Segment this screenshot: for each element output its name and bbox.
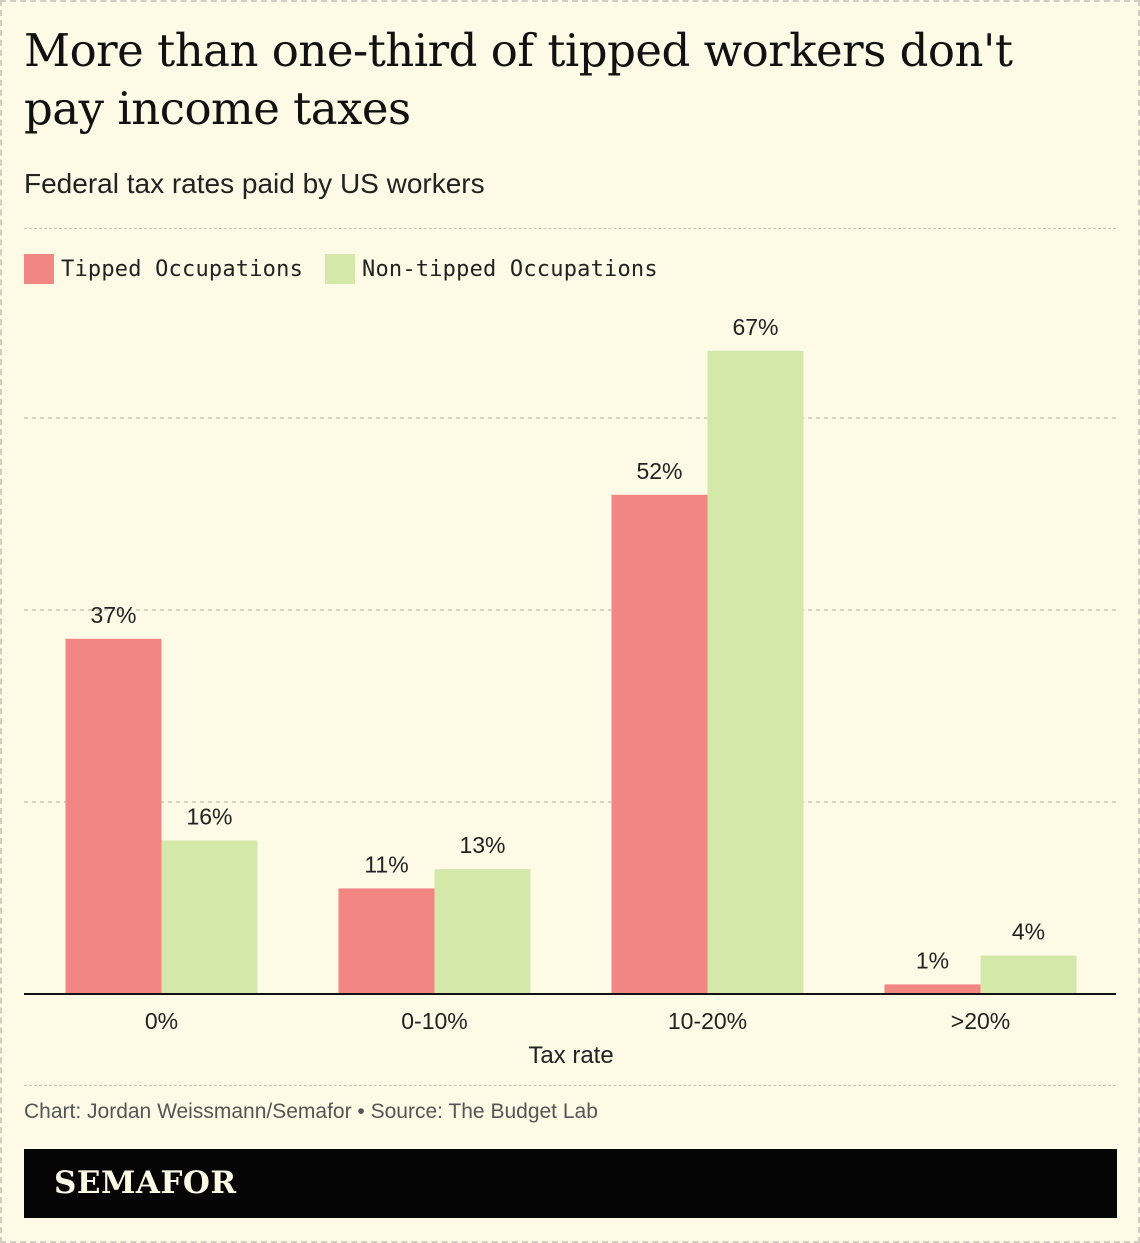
x-tick-label: 0-10% [401,1008,467,1034]
data-labels: 37% 16% 11% 13% 52% 67% 1% 4% [90,314,1045,974]
bar-non-tipped [434,869,531,994]
header-divider [24,228,1116,229]
data-label-tipped: 1% [916,947,949,973]
x-tick-labels: 0% 0-10% 10-20% >20% [145,1008,1010,1034]
bars [65,350,1077,994]
legend-label-non-tipped: Non-tipped Occupations [362,256,658,282]
chart-title: More than one-third of tipped workers do… [24,24,1013,135]
legend-swatch-non-tipped [325,254,356,284]
x-axis-label: Tax rate [528,1042,613,1069]
brand-bar: SEMAFOR [24,1149,1117,1218]
data-label-non-tipped: 16% [186,803,232,829]
data-label-non-tipped: 4% [1012,919,1045,945]
x-tick-label: >20% [951,1008,1010,1034]
data-label-tipped: 52% [636,458,682,484]
footer-divider [24,1085,1116,1086]
legend-item-tipped: Tipped Occupations [24,254,303,284]
bar-tipped [65,638,162,994]
data-label-non-tipped: 13% [459,832,505,858]
chart-subtitle: Federal tax rates paid by US workers [24,168,485,199]
legend-item-non-tipped: Non-tipped Occupations [325,254,658,284]
bar-non-tipped [707,350,804,994]
data-label-tipped: 37% [90,602,136,628]
data-label-tipped: 11% [364,851,408,877]
bar-chart: 37% 16% 11% 13% 52% 67% 1% 4% 0% 0-10% 10-20% >20%… [24,314,1116,1069]
data-label-non-tipped: 67% [732,314,778,340]
bar-non-tipped [161,840,258,994]
bar-non-tipped [980,955,1077,994]
x-tick-label: 10-20% [668,1008,747,1034]
x-tick-label: 0% [145,1008,178,1034]
bar-tipped [611,494,708,994]
source-credit: Chart: Jordan Weissmann/Semafor • Source… [24,1100,598,1123]
grid-lines [24,417,1116,803]
bar-tipped [338,888,435,994]
legend: Tipped Occupations Non-tipped Occupation… [24,254,680,284]
legend-label-tipped: Tipped Occupations [61,256,304,282]
bar-tipped [884,984,981,994]
legend-swatch-tipped [24,254,54,284]
brand-logo: SEMAFOR [54,1165,237,1201]
